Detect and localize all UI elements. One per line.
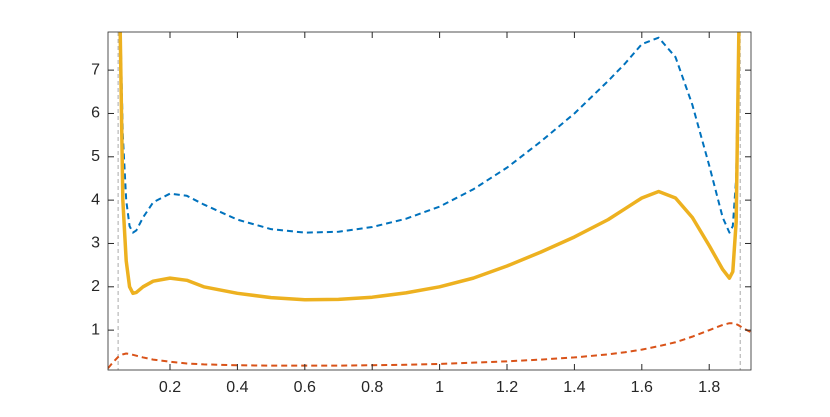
y-tick-label: 3: [91, 235, 100, 252]
x-tick-label: 0.6: [294, 379, 316, 396]
y-tick-label: 7: [91, 61, 100, 78]
series-line: [118, 32, 741, 302]
series-line: [119, 32, 740, 234]
x-tick-label: 1: [435, 379, 444, 396]
plot-area: [108, 32, 751, 370]
x-tick-label: 0.2: [159, 379, 181, 396]
x-tick-label: 1.2: [496, 379, 518, 396]
y-tick-label: 2: [91, 278, 100, 295]
y-tick-label: 1: [91, 321, 100, 338]
x-tick-label: 1.4: [563, 379, 585, 396]
axes-box: [107, 31, 752, 371]
y-tick-label: 6: [91, 105, 100, 122]
x-tick-label: 1.6: [631, 379, 653, 396]
x-tick-label: 0.4: [226, 379, 248, 396]
x-tick-label: 0.8: [361, 379, 383, 396]
y-tick-label: 4: [91, 191, 100, 208]
x-tick-label: 1.8: [698, 379, 720, 396]
y-tick-label: 5: [91, 148, 100, 165]
series-line: [108, 322, 751, 369]
